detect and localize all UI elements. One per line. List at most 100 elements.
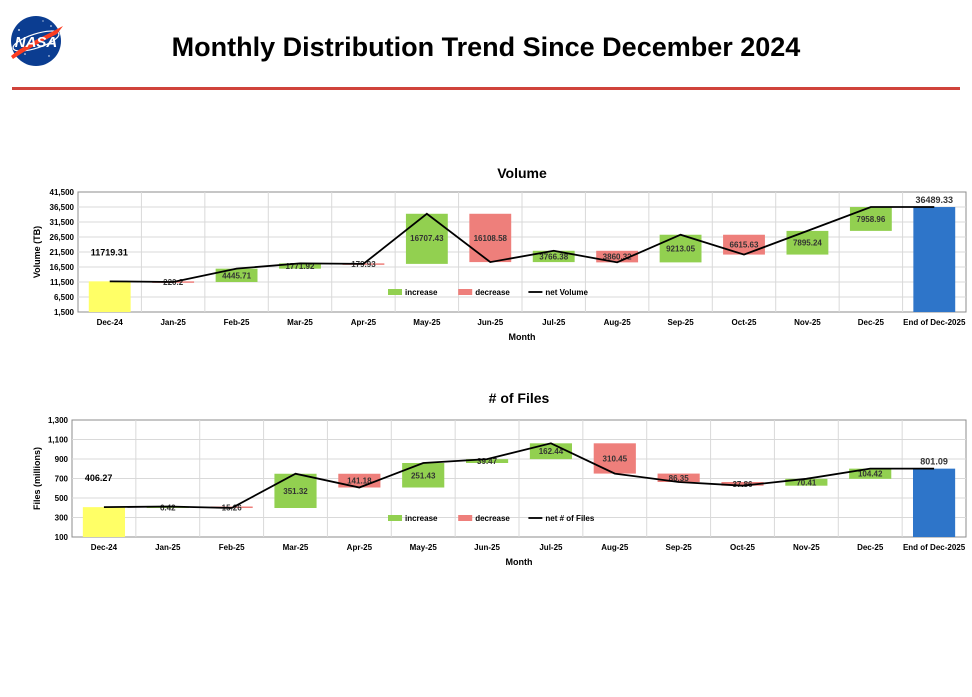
data-label: 251.43	[411, 471, 436, 480]
logo-text: NASA	[15, 34, 58, 51]
bar-increase	[279, 263, 321, 269]
x-tick-label: Aug-25	[604, 318, 632, 327]
data-label: 3766.38	[539, 252, 568, 261]
bar-increase	[402, 462, 445, 488]
data-label: 11719.31	[91, 247, 128, 257]
data-label: 9213.05	[666, 245, 695, 254]
chart-title: Volume	[497, 165, 547, 181]
x-tick-label: Sep-25	[666, 543, 693, 552]
bar-increase	[465, 459, 509, 463]
y-tick-label: 41,500	[50, 188, 75, 197]
page-title: Monthly Distribution Trend Since Decembe…	[171, 32, 801, 62]
y-tick-label: 26,500	[50, 233, 75, 242]
x-tick-label: Aug-25	[601, 543, 629, 552]
x-tick-label: Dec-25	[857, 543, 884, 552]
data-label: 104.42	[858, 470, 883, 479]
y-tick-label: 900	[55, 455, 69, 464]
data-label: 37.86	[732, 480, 753, 489]
x-tick-label: Oct-25	[732, 318, 757, 327]
x-axis-label: Month	[506, 557, 533, 567]
data-label: 6615.63	[730, 241, 759, 250]
data-label: 3860.32	[603, 253, 632, 262]
volume-chart: Volume 1,500 6,500 11,500 16,500 21,500 26,500…	[0, 155, 972, 350]
data-label: 16707.43	[410, 234, 444, 243]
x-tick-label: Jan-25	[155, 543, 181, 552]
bar-start	[88, 281, 131, 312]
data-label: 141.18	[347, 477, 372, 486]
data-label: 70.41	[796, 478, 817, 487]
legend-entry: net Volume	[545, 288, 588, 297]
data-label: 310.45	[603, 454, 628, 463]
x-axis-label: Month	[509, 332, 536, 342]
x-tick-label: End of Dec-2025	[903, 318, 966, 327]
data-label: 1771.92	[286, 262, 315, 271]
bar-increase	[274, 473, 317, 509]
bar-decrease	[596, 250, 639, 263]
x-tick-label: Oct-25	[730, 543, 755, 552]
bar-increase	[849, 207, 892, 231]
y-axis-label: Volume (TB)	[32, 226, 42, 278]
legend-swatch	[388, 515, 402, 521]
bar-increase	[532, 250, 575, 263]
x-tick-label: Jul-25	[539, 543, 563, 552]
data-label: 39.47	[477, 457, 498, 466]
x-tick-label: Mar-25	[287, 318, 313, 327]
data-label: 7895.24	[793, 239, 822, 248]
files-chart: # of Files 100 300 500 700 900 1,100 1,300 Dec-2…	[0, 382, 972, 577]
data-label: 6.42	[160, 503, 176, 512]
x-tick-label: Jan-25	[160, 318, 186, 327]
data-label: 7958.96	[856, 215, 885, 224]
y-tick-label: 16,500	[50, 263, 75, 272]
bar-increase	[529, 443, 573, 460]
legend-swatch	[458, 515, 473, 521]
x-tick-label: May-25	[410, 543, 438, 552]
y-tick-label: 100	[55, 533, 69, 542]
legend-entry: decrease	[475, 288, 510, 297]
x-tick-label: Dec-24	[91, 543, 118, 552]
data-label: 16108.58	[474, 234, 508, 243]
x-tick-label: Nov-25	[793, 543, 820, 552]
bar-end	[912, 468, 956, 537]
bar-decrease	[593, 443, 636, 474]
y-tick-label: 700	[55, 475, 69, 484]
data-label: 36489.33	[916, 195, 954, 205]
bar-decrease	[469, 213, 512, 263]
legend-swatch	[388, 289, 402, 295]
legend-swatch	[458, 289, 473, 295]
data-label: 351.32	[283, 487, 308, 496]
x-tick-label: Mar-25	[283, 543, 309, 552]
y-tick-label: 1,500	[54, 308, 75, 317]
nasa-logo: NASA	[5, 12, 67, 70]
x-tick-label: Dec-24	[97, 318, 124, 327]
bar-end	[913, 207, 956, 312]
data-label: 801.09	[920, 457, 948, 467]
y-tick-label: 31,500	[50, 218, 75, 227]
x-tick-label: Apr-25	[347, 543, 373, 552]
data-label: 162.44	[539, 447, 564, 456]
bar-increase	[215, 268, 258, 283]
data-label: 86.35	[669, 474, 690, 483]
x-tick-label: Feb-25	[219, 543, 245, 552]
x-tick-label: Jun-25	[477, 318, 503, 327]
y-tick-label: 1,100	[48, 436, 69, 445]
y-tick-label: 21,500	[50, 248, 75, 257]
title-divider	[12, 87, 960, 90]
y-tick-label: 1,300	[48, 416, 69, 425]
legend-entry: net # of Files	[545, 514, 594, 523]
x-tick-label: Sep-25	[667, 318, 694, 327]
legend-entry: increase	[405, 514, 438, 523]
y-tick-label: 11,500	[50, 278, 75, 287]
y-tick-label: 36,500	[50, 203, 75, 212]
net-line	[103, 442, 935, 509]
x-tick-label: Nov-25	[794, 318, 821, 327]
bar-decrease	[657, 473, 700, 482]
y-tick-label: 6,500	[54, 293, 75, 302]
bar-increase	[786, 230, 829, 255]
bar-start	[82, 507, 126, 537]
x-tick-label: Apr-25	[351, 318, 377, 327]
y-tick-label: 300	[55, 514, 69, 523]
legend-entry: decrease	[475, 514, 510, 523]
bar-increase	[405, 213, 448, 264]
x-tick-label: May-25	[413, 318, 441, 327]
x-tick-label: End of Dec-2025	[903, 543, 966, 552]
